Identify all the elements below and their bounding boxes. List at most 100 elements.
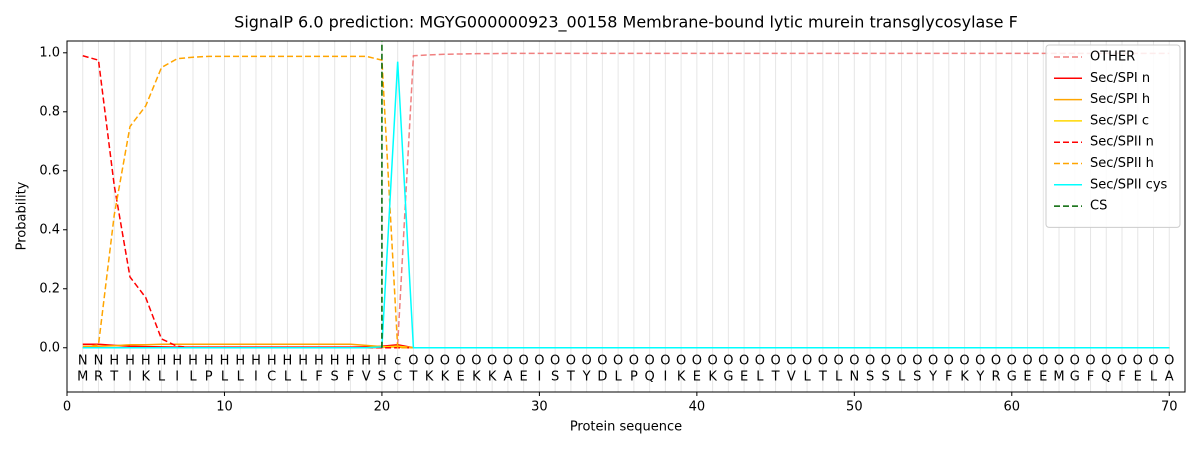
x-tick-label: 30 (531, 400, 548, 415)
region-label: O (1007, 354, 1017, 369)
legend-label: Sec/SPI n (1090, 71, 1150, 86)
region-label: O (849, 354, 859, 369)
region-label: O (692, 354, 702, 369)
region-label: O (534, 354, 544, 369)
series-line (82, 61, 1170, 349)
residue: Y (928, 370, 937, 385)
residue: P (630, 370, 638, 385)
region-label: O (802, 354, 812, 369)
region-label: O (503, 354, 513, 369)
x-tick-label: 10 (216, 400, 233, 415)
region-label: O (471, 354, 481, 369)
region-label: O (896, 354, 906, 369)
region-label: O (613, 354, 623, 369)
residue: L (158, 370, 166, 385)
region-label: O (456, 354, 466, 369)
residue: L (1150, 370, 1158, 385)
residue: F (347, 370, 354, 385)
residue: L (803, 370, 811, 385)
region-label: O (975, 354, 985, 369)
residue: E (740, 370, 748, 385)
region-label: H (361, 354, 371, 369)
residue: T (818, 370, 827, 385)
region-label: H (172, 354, 182, 369)
region-label: O (1022, 354, 1032, 369)
region-label: O (723, 354, 733, 369)
region-label: O (818, 354, 828, 369)
region-label: H (109, 354, 119, 369)
region-label: O (660, 354, 670, 369)
region-label: O (755, 354, 765, 369)
region-label: O (770, 354, 780, 369)
residue: L (237, 370, 245, 385)
residue: F (1118, 370, 1125, 385)
y-tick-label: 0.6 (39, 163, 60, 178)
residue: I (175, 370, 179, 385)
residue: S (378, 370, 386, 385)
residue: I (254, 370, 258, 385)
region-label: H (157, 354, 167, 369)
region-label: O (550, 354, 560, 369)
region-label: O (1054, 354, 1064, 369)
region-label: O (786, 354, 796, 369)
residue: L (756, 370, 764, 385)
y-tick-label: 0.0 (39, 340, 60, 355)
region-label: O (928, 354, 938, 369)
residue: F (945, 370, 952, 385)
residue: G (723, 370, 733, 385)
region-label: O (597, 354, 607, 369)
residue: L (898, 370, 906, 385)
region-label: O (944, 354, 954, 369)
residue: R (992, 370, 1001, 385)
residue: C (267, 370, 276, 385)
residue: E (693, 370, 701, 385)
residue: G (1007, 370, 1017, 385)
region-label: O (1101, 354, 1111, 369)
x-tick-label: 20 (374, 400, 391, 415)
residue: L (189, 370, 197, 385)
residue: T (771, 370, 780, 385)
region-label: H (251, 354, 261, 369)
residue: K (708, 370, 717, 385)
residue: R (94, 370, 103, 385)
region-label: H (283, 354, 293, 369)
region-label: H (377, 354, 387, 369)
series-line (82, 55, 1170, 349)
residue: E (457, 370, 465, 385)
residue: N (849, 370, 859, 385)
residue: E (1023, 370, 1031, 385)
region-label: O (629, 354, 639, 369)
residue: Q (1101, 370, 1111, 385)
residue: L (300, 370, 308, 385)
residue: C (393, 370, 402, 385)
residue: E (1039, 370, 1047, 385)
y-tick-label: 0.4 (39, 222, 60, 237)
region-label: N (94, 354, 104, 369)
residue: I (537, 370, 541, 385)
residue: Q (645, 370, 655, 385)
region-label: H (220, 354, 230, 369)
residue: K (472, 370, 481, 385)
region-label: O (1117, 354, 1127, 369)
residue: K (425, 370, 434, 385)
chart-title: SignalP 6.0 prediction: MGYG000000923_00… (234, 13, 1018, 33)
region-label: O (707, 354, 717, 369)
residue: A (503, 370, 512, 385)
y-tick-label: 0.8 (39, 104, 60, 119)
residue: Y (582, 370, 591, 385)
region-label: O (645, 354, 655, 369)
residue: L (284, 370, 292, 385)
residue: T (109, 370, 118, 385)
residue: T (566, 370, 575, 385)
region-label: H (330, 354, 340, 369)
residue: F (315, 370, 322, 385)
residue: E (1134, 370, 1142, 385)
region-label: H (188, 354, 198, 369)
region-label: N (78, 354, 88, 369)
series-line (82, 55, 1170, 349)
region-label: O (676, 354, 686, 369)
region-label: O (865, 354, 875, 369)
legend-label: CS (1090, 199, 1107, 214)
region-label: O (881, 354, 891, 369)
y-tick-label: 1.0 (39, 45, 60, 60)
